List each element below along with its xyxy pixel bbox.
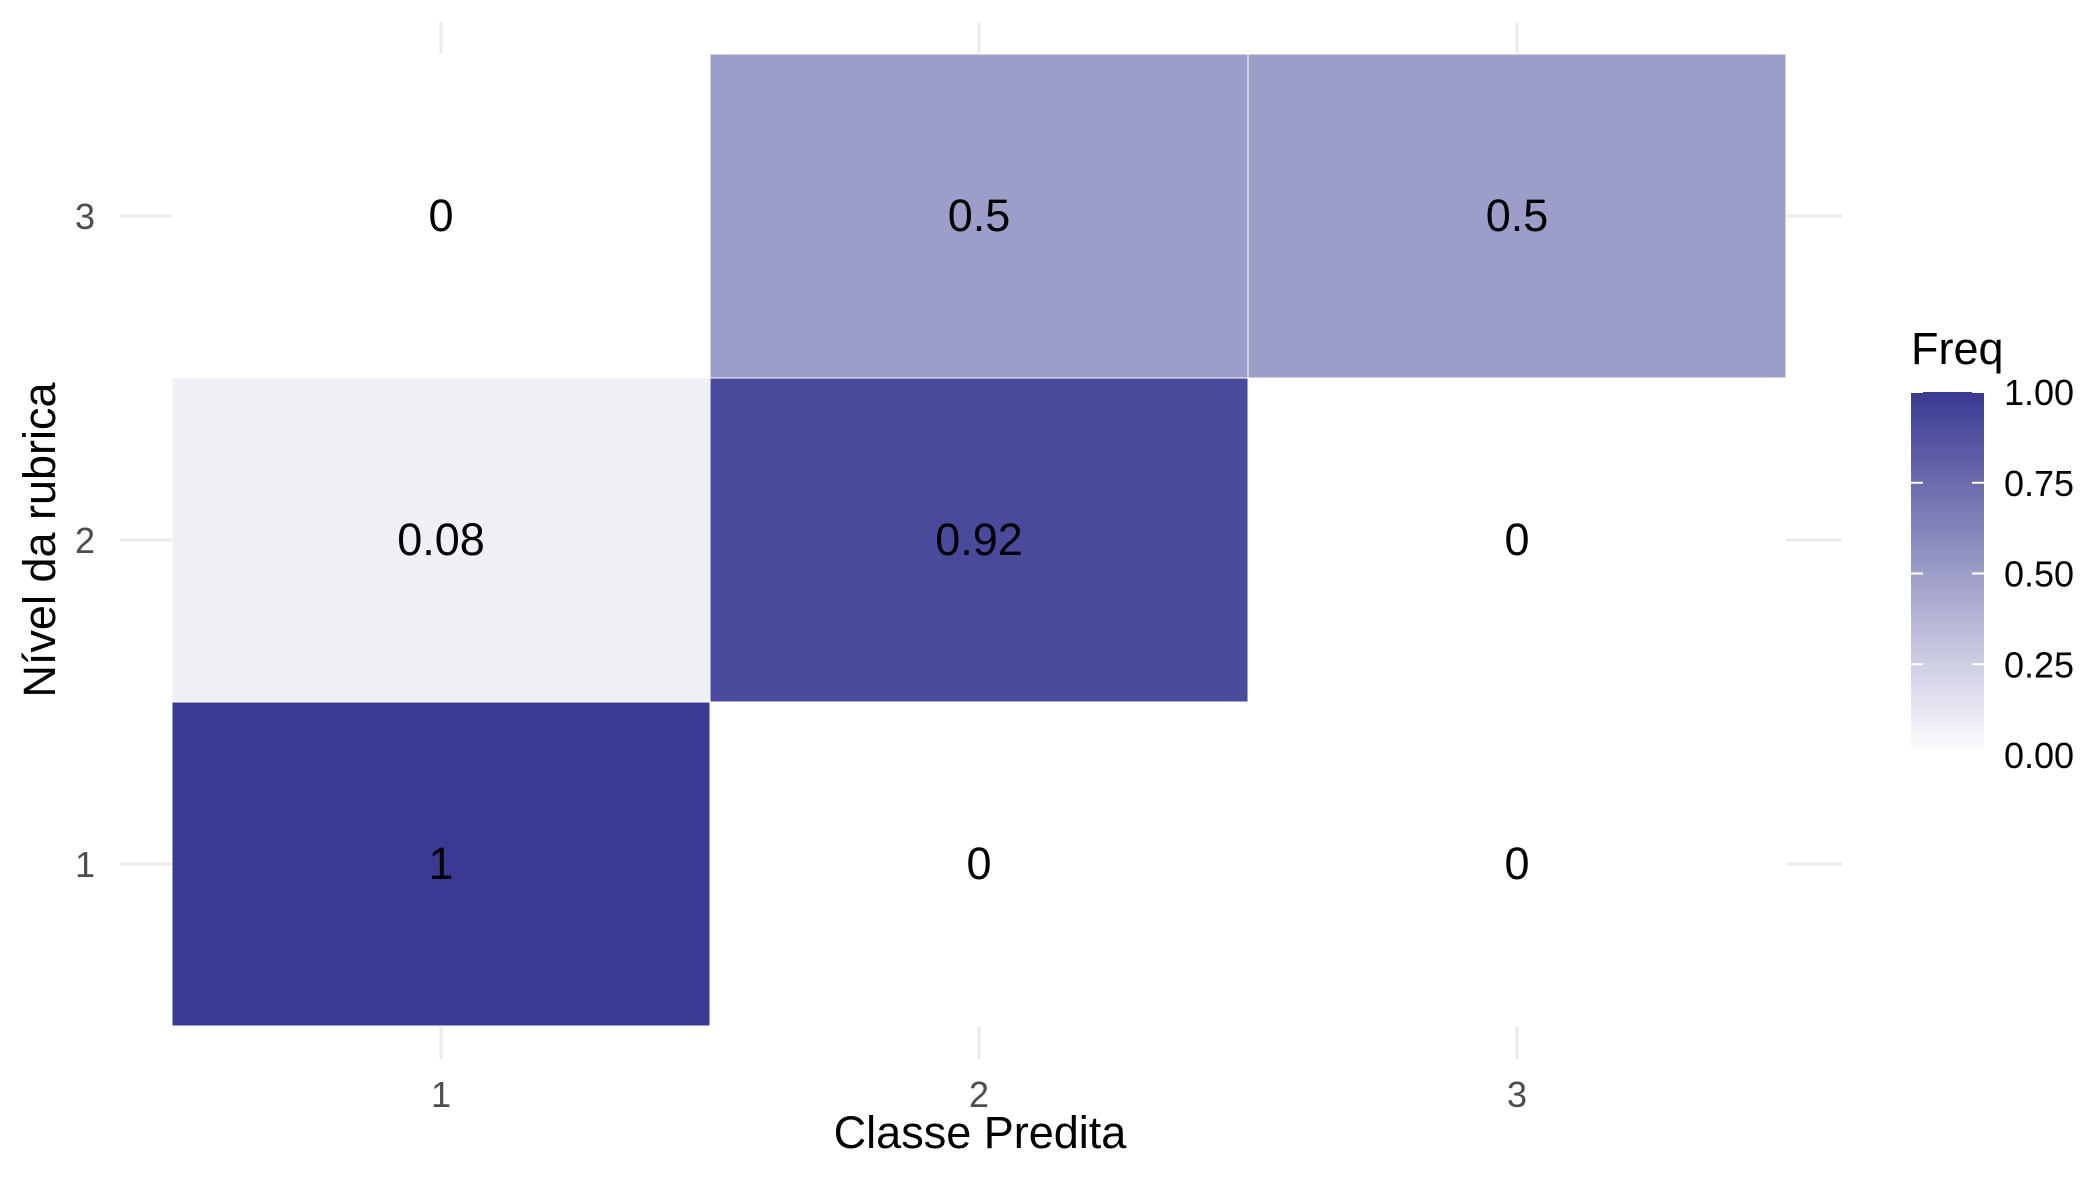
- legend-tick-label: 0.50: [2004, 554, 2074, 595]
- tile-x3-y1: [1247, 701, 1787, 1027]
- legend-tick-label: 0.25: [2004, 644, 2074, 685]
- y-axis-title: Nível da rubrica: [14, 381, 65, 697]
- cell-label-x2-y1: 0: [966, 838, 991, 889]
- tile-x3-y2: [1247, 377, 1787, 703]
- heatmap-tiles: [171, 53, 1787, 1027]
- legend-colorbar: [1911, 392, 1984, 755]
- x-tick-label-2: 2: [969, 1074, 989, 1115]
- x-tick-label-1: 1: [431, 1074, 451, 1115]
- cell-label-x1-y3: 0: [428, 190, 453, 241]
- cell-label-x3-y2: 0: [1504, 514, 1529, 565]
- x-tick-label-3: 3: [1507, 1074, 1527, 1115]
- legend: Freq 0.00 0.25 0.50 0.75 1.00: [1911, 323, 2074, 776]
- tile-x2-y1: [709, 701, 1249, 1027]
- cell-label-x2-y2: 0.92: [935, 514, 1023, 565]
- tile-x3-y3: [1247, 53, 1787, 379]
- cell-label-x3-y3: 0.5: [1486, 190, 1549, 241]
- legend-tick-label: 0.75: [2004, 463, 2074, 504]
- y-tick-label-2: 2: [75, 520, 95, 561]
- cell-label-x1-y1: 1: [428, 838, 453, 889]
- tile-x1-y3: [171, 53, 711, 379]
- legend-tick-label: 1.00: [2004, 372, 2074, 413]
- cell-label-x1-y2: 0.08: [397, 514, 485, 565]
- tile-x2-y2: [709, 377, 1249, 703]
- legend-ticks: 0.00 0.25 0.50 0.75 1.00: [1911, 372, 2074, 776]
- x-axis: 1 2 3: [431, 1074, 1527, 1115]
- x-axis-title: Classe Predita: [834, 1107, 1128, 1158]
- y-tick-label-3: 3: [75, 196, 95, 237]
- cell-label-x3-y1: 0: [1504, 838, 1529, 889]
- cell-labels: 1 0 0 0.08 0.92 0 0 0.5 0.5: [397, 190, 1548, 889]
- y-axis: 1 2 3: [75, 196, 95, 885]
- tile-x1-y1: [171, 701, 711, 1027]
- legend-title: Freq: [1911, 323, 2004, 374]
- y-tick-label-1: 1: [75, 844, 95, 885]
- tile-x2-y3: [709, 53, 1249, 379]
- legend-tick-label: 0.00: [2004, 735, 2074, 776]
- cell-label-x2-y3: 0.5: [948, 190, 1011, 241]
